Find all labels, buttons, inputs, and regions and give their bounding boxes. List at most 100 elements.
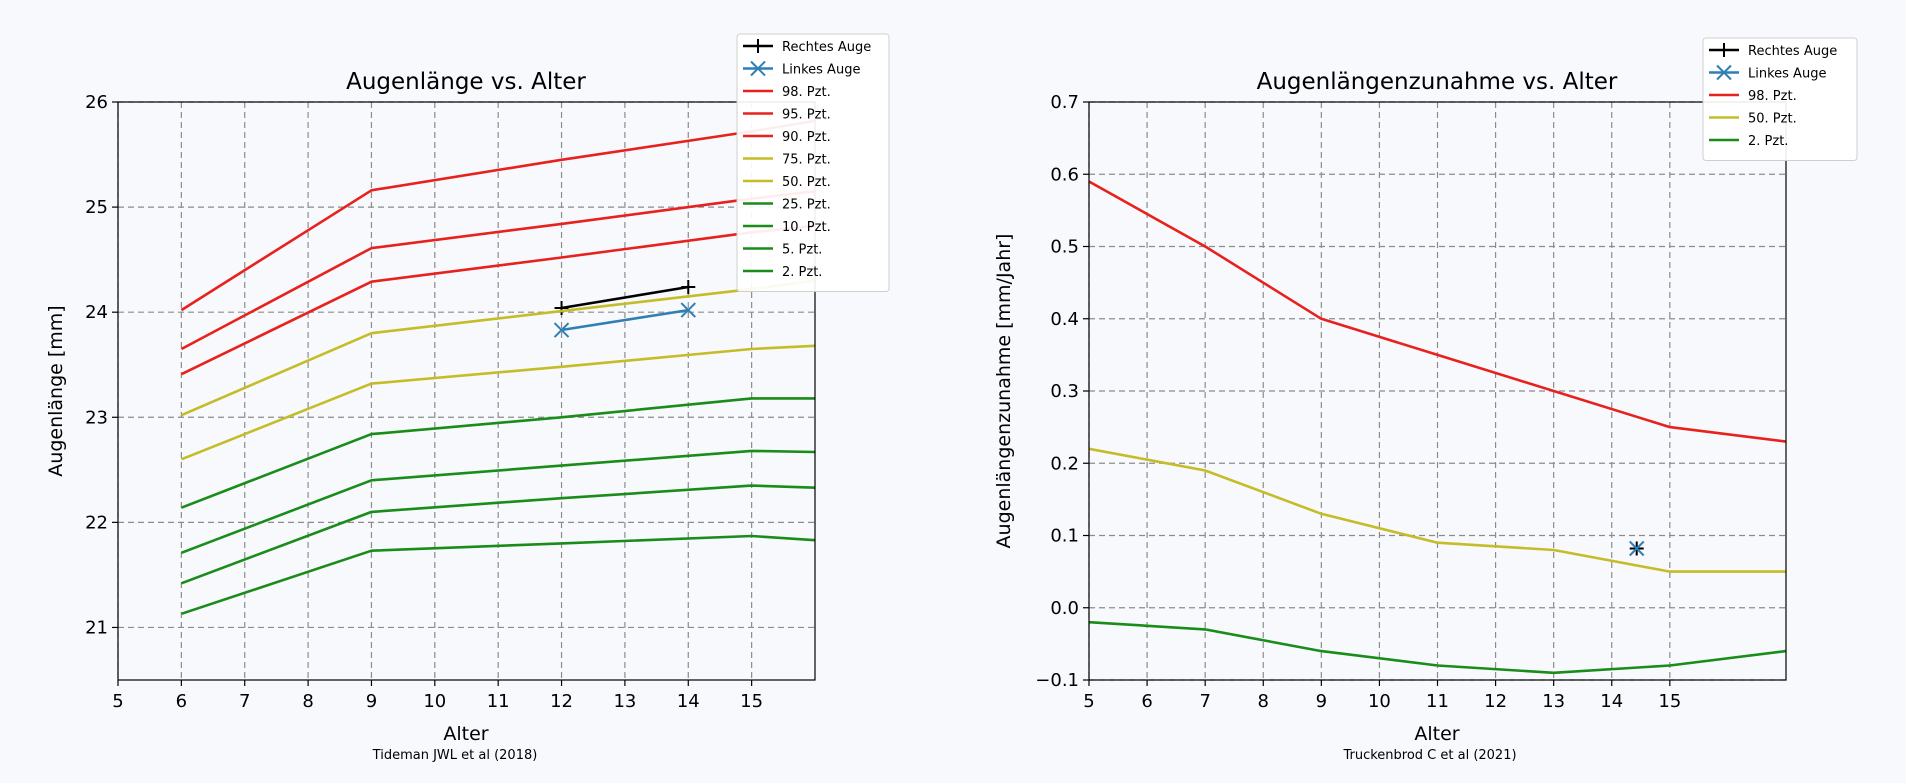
x-tick-label: 12 <box>1484 691 1507 712</box>
legend-label: 98. Pzt. <box>1748 89 1797 104</box>
y-axis-label: Augenlängenzunahme [mm/Jahr] <box>993 234 1015 549</box>
y-tick-label: 0.3 <box>1050 381 1079 402</box>
legend-item: 98. Pzt. <box>743 85 831 100</box>
legend-item: Rechtes Auge <box>743 39 871 55</box>
legend-item: 90. Pzt. <box>743 130 831 145</box>
legend-marker <box>750 60 766 77</box>
y-tick-label: 0.6 <box>1050 164 1079 185</box>
x-tick-label: 14 <box>1600 691 1623 712</box>
legend-item: 2. Pzt. <box>1709 134 1788 149</box>
x-tick-label: 7 <box>239 691 250 712</box>
x-tick-label: 5 <box>112 691 123 712</box>
legend-label: 90. Pzt. <box>782 130 831 145</box>
plot-frame <box>117 101 816 681</box>
series-linkes-auge <box>553 302 696 338</box>
y-tick-label: 26 <box>85 92 108 113</box>
series-line <box>180 397 815 509</box>
y-tick-label: 24 <box>85 302 108 323</box>
legend-item: 75. Pzt. <box>743 153 831 168</box>
x-tick-label: 12 <box>550 691 573 712</box>
x-tick-label: 10 <box>423 691 446 712</box>
legend-item: 5. Pzt. <box>743 243 822 258</box>
series-line <box>561 308 689 332</box>
legend-box <box>736 33 890 292</box>
data-point <box>681 279 696 294</box>
legend-label: Linkes Auge <box>1748 67 1826 82</box>
legend-label: 50. Pzt. <box>1748 112 1797 127</box>
series-line <box>180 534 816 616</box>
source-note: Tideman JWL et al (2018) <box>372 748 538 763</box>
legend-label: 50. Pzt. <box>782 175 831 190</box>
x-tick-label: 9 <box>1316 691 1327 712</box>
x-tick-label: 11 <box>1426 691 1449 712</box>
legend-label: 95. Pzt. <box>782 108 831 123</box>
chart-title: Augenlängenzunahme vs. Alter <box>1257 69 1618 95</box>
y-tick-label: 0.1 <box>1050 526 1079 547</box>
legend-label: 10. Pzt. <box>782 220 831 235</box>
legend-item: 50. Pzt. <box>1709 112 1797 127</box>
legend-label: 98. Pzt. <box>782 85 831 100</box>
legend-label: 5. Pzt. <box>782 243 822 258</box>
y-tick-label: 25 <box>85 197 108 218</box>
x-tick-label: 5 <box>1083 691 1094 712</box>
y-tick-label: 0.0 <box>1050 598 1079 619</box>
series-line <box>180 484 816 585</box>
y-tick-label: 0.4 <box>1050 309 1079 330</box>
x-tick-label: 14 <box>677 691 700 712</box>
ticks: 5 6 7 8 9 10 11 12 13 14 15 21 22 23 24 25 26 <box>85 92 763 712</box>
legend-marker <box>1716 64 1732 81</box>
data-point <box>1629 540 1645 557</box>
series-line <box>1088 447 1786 573</box>
legend-marker <box>751 39 765 53</box>
series-line <box>1088 620 1787 675</box>
legend-item: 10. Pzt. <box>743 220 831 235</box>
series-25-pzt <box>180 397 815 509</box>
legend-item: Linkes Auge <box>743 60 860 78</box>
data-point <box>553 322 570 338</box>
x-tick-label: 9 <box>366 691 377 712</box>
data-point <box>680 302 696 318</box>
legend-marker <box>1717 43 1731 57</box>
x-tick-label: 8 <box>302 691 313 712</box>
legend-item: 2. Pzt. <box>743 265 822 280</box>
legend-item: 95. Pzt. <box>743 108 831 123</box>
legend-label: 25. Pzt. <box>782 198 831 213</box>
series-rechtes-auge <box>554 279 696 315</box>
chart-eye-length: 5 6 7 8 9 10 11 12 13 14 15 21 22 23 24 25 26 Augenlänge… <box>45 33 890 763</box>
x-axis-label: Alter <box>1414 723 1459 745</box>
x-tick-label: 15 <box>1658 691 1681 712</box>
series-10-pzt <box>180 449 816 555</box>
ticks: 5 6 7 8 9 10 11 12 13 14 15 −0.1 0.0 0.1 0.2 0.3 0.4 0.5 0… <box>1035 92 1681 712</box>
series-2-pzt <box>1088 620 1787 675</box>
legend-label: 2. Pzt. <box>782 265 822 280</box>
source-note: Truckenbrod C et al (2021) <box>1342 748 1516 763</box>
y-tick-label: 22 <box>85 512 108 533</box>
x-tick-label: 13 <box>613 691 636 712</box>
y-tick-label: 0.7 <box>1050 92 1079 113</box>
x-axis-label: Alter <box>443 723 488 745</box>
data-point <box>554 300 569 315</box>
legend-item: 50. Pzt. <box>743 175 831 190</box>
series-50-pzt <box>1088 447 1786 573</box>
y-tick-label: 0.2 <box>1050 453 1079 474</box>
legend: Rechtes Auge Linkes Auge 98. Pzt. 95. Pzt. 9… <box>736 33 890 292</box>
x-tick-label: 8 <box>1258 691 1269 712</box>
series-line <box>1088 180 1787 443</box>
plot-area <box>118 102 815 680</box>
series-line <box>180 344 816 461</box>
legend-item: Linkes Auge <box>1709 64 1826 82</box>
legend-item: Rechtes Auge <box>1709 43 1837 59</box>
legend-label: Rechtes Auge <box>1748 44 1837 59</box>
x-tick-label: 7 <box>1199 691 1210 712</box>
chart-title: Augenlänge vs. Alter <box>346 69 586 95</box>
series-line <box>180 449 816 555</box>
series-50-pzt <box>180 344 816 461</box>
x-tick-label: 15 <box>740 691 763 712</box>
legend-label: Linkes Auge <box>782 63 860 78</box>
y-tick-label: 23 <box>85 407 108 428</box>
legend: Rechtes Auge Linkes Auge 98. Pzt. 50. Pzt. 2… <box>1702 37 1858 161</box>
x-tick-label: 10 <box>1368 691 1391 712</box>
x-tick-label: 13 <box>1542 691 1565 712</box>
legend-item: 25. Pzt. <box>743 198 831 213</box>
